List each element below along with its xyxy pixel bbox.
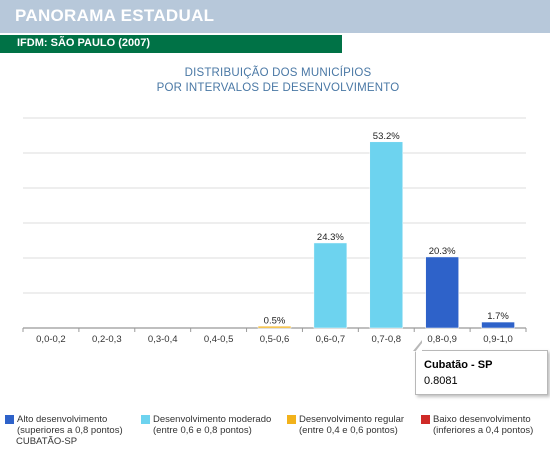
- tooltip-title: Cubatão - SP: [424, 359, 493, 371]
- chart-title-line-1: DISTRIBUIÇÃO DOS MUNICÍPIOS: [184, 67, 372, 79]
- data-label: 1.7%: [487, 311, 509, 322]
- data-label: 20.3%: [429, 246, 456, 257]
- page-title: PANORAMA ESTADUAL: [15, 6, 215, 25]
- bar-chart: 0,0-0,2 0,2-0,3 0,3-0,4 0,4-0,5 0,5-0,6 0.5% 0…: [22, 117, 527, 345]
- x-tick-label: 0,7-0,8: [371, 334, 401, 345]
- x-tick-label: 0,0-0,2: [36, 334, 66, 345]
- legend-label-moderado: Desenvolvimento moderado: [153, 414, 272, 425]
- tooltip-pointer-inner: [415, 343, 422, 352]
- selected-municipality-note: CUBATÃO-SP: [16, 436, 78, 447]
- legend-swatch-moderado: [141, 415, 150, 424]
- legend-label-regular: Desenvolvimento regular: [299, 414, 405, 425]
- chart-title-line-2: POR INTERVALOS DE DESENVOLVIMENTO: [156, 82, 400, 94]
- legend-swatch-alto: [5, 415, 14, 424]
- x-tick-label: 0,3-0,4: [148, 334, 178, 345]
- bar-0,8-0,9[interactable]: [425, 256, 459, 329]
- x-tick-label: 0,4-0,5: [204, 334, 234, 345]
- legend-sublabel-alto: (superiores a 0,8 pontos): [17, 425, 123, 436]
- x-tick-label: 0,9-1,0: [483, 334, 513, 345]
- header-banner: PANORAMA ESTADUAL: [0, 0, 550, 33]
- data-label: 24.3%: [317, 232, 344, 243]
- x-tick-label: 0,5-0,6: [260, 334, 290, 345]
- subheader-bar: IFDM: SÃO PAULO (2007): [0, 35, 342, 53]
- x-tick-label: 0,2-0,3: [92, 334, 122, 345]
- x-tick-label: 0,6-0,7: [316, 334, 346, 345]
- legend-swatch-baixo: [421, 415, 430, 424]
- bar-0,5-0,6[interactable]: [257, 326, 292, 329]
- subheader-label: IFDM: SÃO PAULO (2007): [17, 37, 151, 49]
- data-label: 0.5%: [264, 315, 286, 326]
- legend-label-alto: Alto desenvolvimento: [17, 414, 108, 425]
- x-tick-label: 0,8-0,9: [427, 334, 457, 345]
- tooltip: Cubatão - SP 0.8081: [415, 350, 548, 395]
- data-label: 53.2%: [373, 131, 400, 142]
- tooltip-value: 0.8081: [424, 375, 458, 387]
- legend-label-baixo: Baixo desenvolvimento: [433, 414, 531, 425]
- bar-0,9-1,0[interactable]: [481, 321, 515, 329]
- bar-0,7-0,8[interactable]: [369, 141, 404, 329]
- bar-0,6-0,7[interactable]: [313, 242, 348, 329]
- legend-sublabel-moderado: (entre 0,6 e 0,8 pontos): [153, 425, 252, 436]
- legend-sublabel-baixo: (inferiores a 0,4 pontos): [433, 425, 534, 436]
- legend-swatch-regular: [287, 415, 296, 424]
- legend-sublabel-regular: (entre 0,4 e 0,6 pontos): [299, 425, 398, 436]
